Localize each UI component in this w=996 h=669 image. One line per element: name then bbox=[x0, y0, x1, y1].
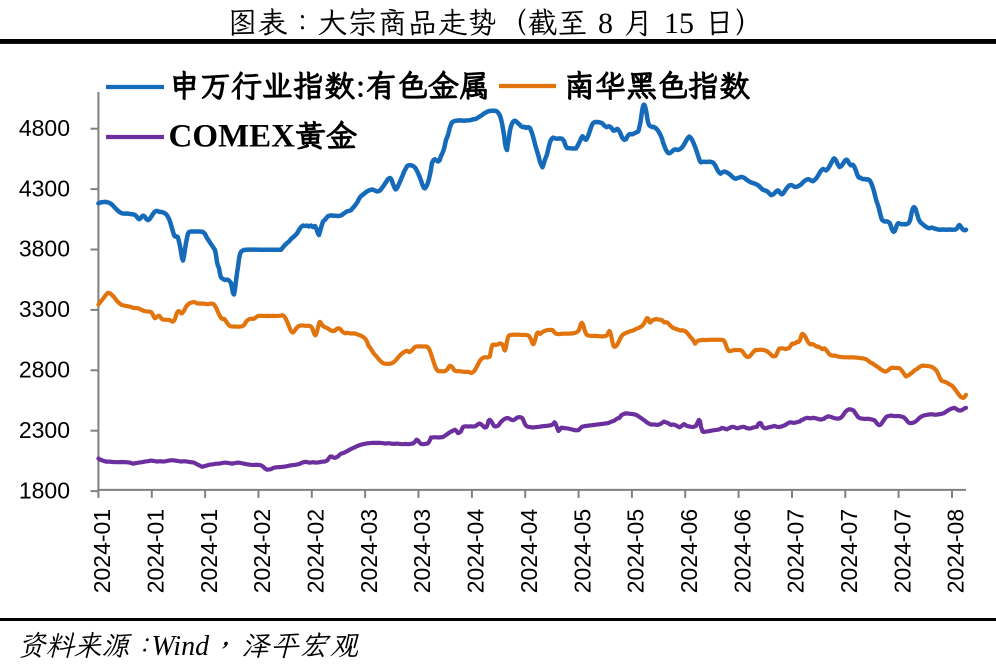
svg-text:2024-02: 2024-02 bbox=[249, 509, 275, 593]
svg-text:2024-06: 2024-06 bbox=[676, 509, 702, 593]
svg-text:2024-01: 2024-01 bbox=[89, 509, 115, 593]
svg-text:2800: 2800 bbox=[19, 357, 70, 383]
svg-text:COMEX黄金: COMEX黄金 bbox=[169, 115, 358, 156]
svg-text:4300: 4300 bbox=[19, 175, 70, 201]
svg-text:2300: 2300 bbox=[19, 417, 70, 443]
svg-text:2024-07: 2024-07 bbox=[783, 509, 809, 593]
svg-text:2024-02: 2024-02 bbox=[303, 509, 329, 593]
svg-text:2024-04: 2024-04 bbox=[463, 509, 489, 594]
svg-text:2024-04: 2024-04 bbox=[516, 509, 542, 594]
svg-text:资料来源：Wind，泽平宏观: 资料来源：Wind， 泽平宏观 bbox=[18, 626, 360, 663]
svg-text:南华黑色指数: 南华黑色指数 bbox=[564, 65, 750, 106]
svg-text:2024-08: 2024-08 bbox=[943, 509, 969, 593]
svg-text:4800: 4800 bbox=[19, 115, 70, 141]
svg-text:2024-05: 2024-05 bbox=[569, 509, 595, 593]
svg-text:2024-07: 2024-07 bbox=[836, 509, 862, 593]
svg-text:申万行业指数:有色金属: 申万行业指数:有色金属 bbox=[169, 65, 490, 106]
svg-text:2024-01: 2024-01 bbox=[142, 509, 168, 593]
svg-text:2024-03: 2024-03 bbox=[409, 509, 435, 593]
svg-text:2024-06: 2024-06 bbox=[729, 509, 755, 593]
svg-text:2024-03: 2024-03 bbox=[356, 509, 382, 593]
svg-text:1800: 1800 bbox=[19, 477, 70, 503]
svg-text:2024-05: 2024-05 bbox=[623, 509, 649, 593]
svg-text:3800: 3800 bbox=[19, 236, 70, 262]
svg-text:3300: 3300 bbox=[19, 296, 70, 322]
svg-text:2024-07: 2024-07 bbox=[889, 509, 915, 593]
svg-text:2024-01: 2024-01 bbox=[196, 509, 222, 593]
svg-text:图表：大宗商品走势（截至 8 月 15 日）: 图表：大宗商品走势（截至 8 月 15 日） bbox=[228, 2, 765, 42]
